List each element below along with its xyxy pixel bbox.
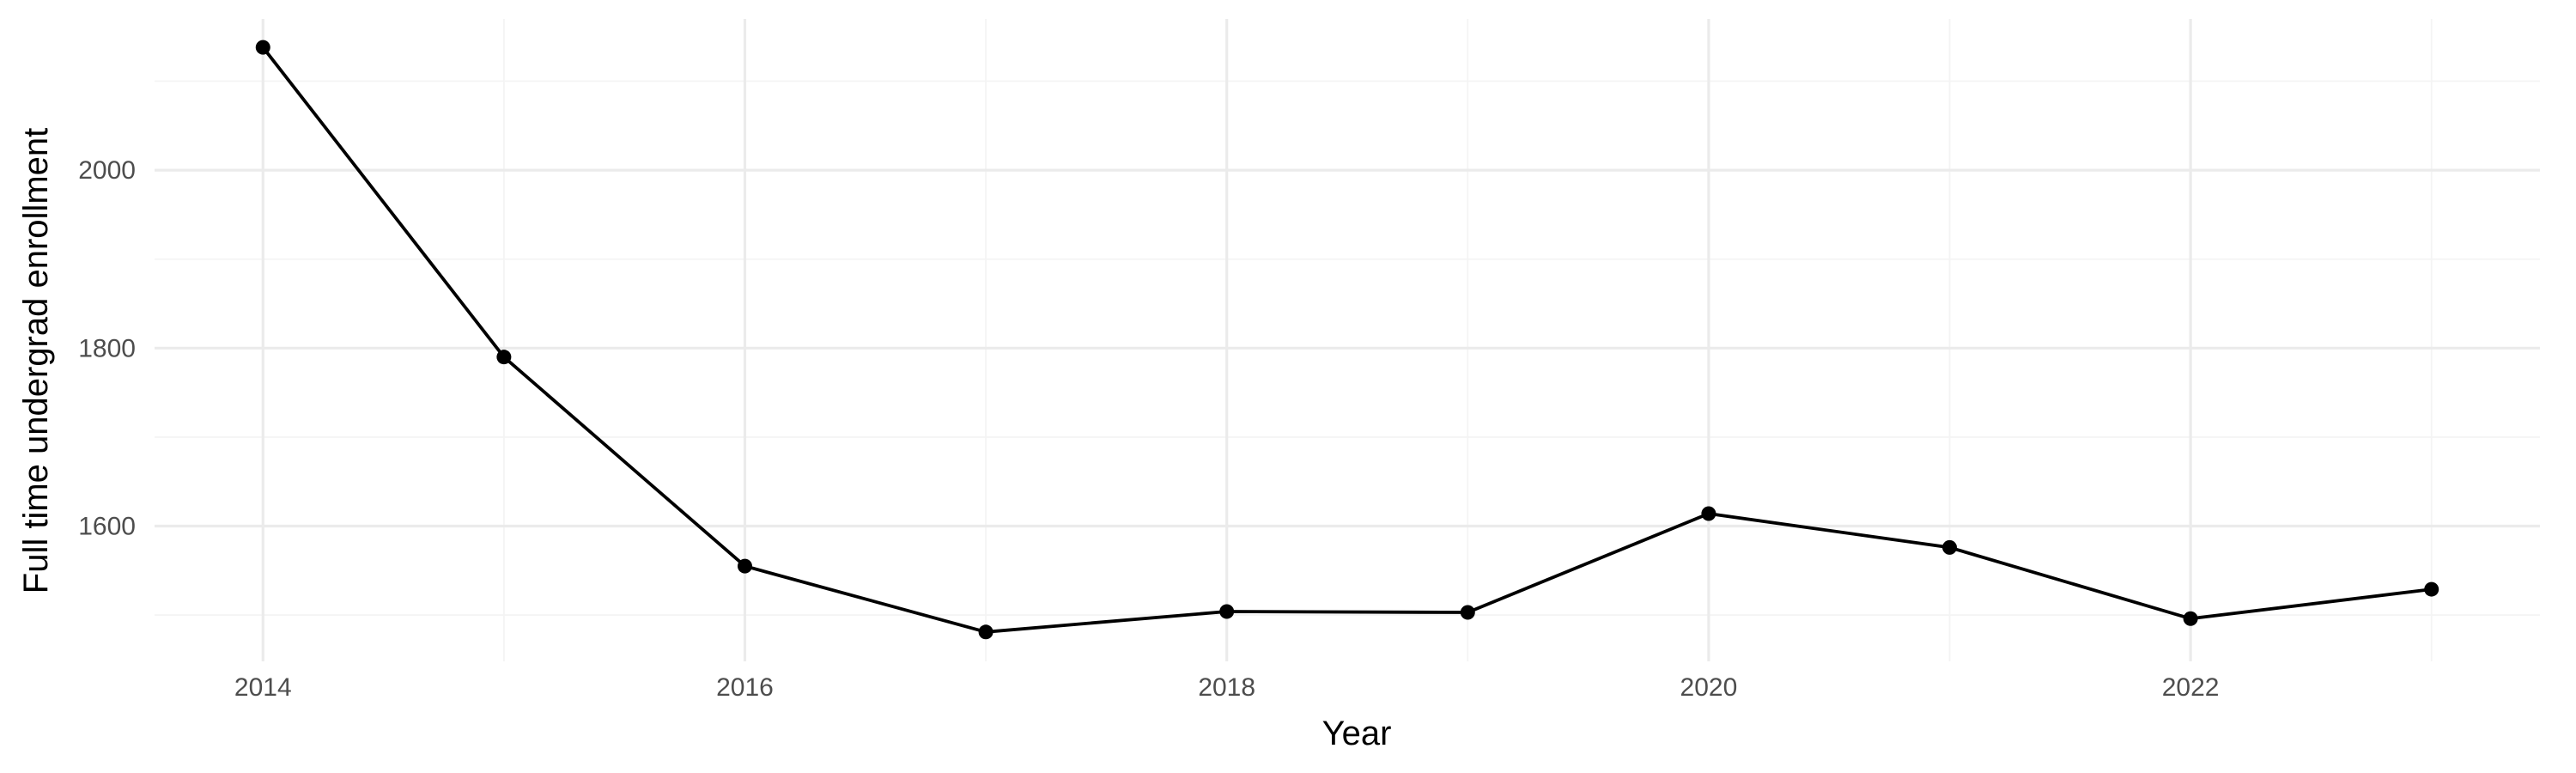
y-axis-title: Full time undergrad enrollment: [17, 128, 55, 593]
x-axis-ticks: 2014 2016 2018 2020 2022: [234, 673, 2220, 702]
data-point: [255, 40, 270, 55]
data-point: [978, 624, 993, 640]
y-axis-ticks: 1600 1800 2000: [78, 156, 136, 540]
data-point: [2183, 611, 2198, 626]
x-tick-label: 2016: [716, 673, 774, 702]
series-layer: [261, 46, 2432, 634]
y-tick-label: 1800: [78, 334, 136, 362]
data-point: [1942, 539, 1958, 555]
data-point: [1460, 605, 1475, 620]
data-point: [1219, 604, 1235, 619]
data-point: [737, 558, 752, 574]
series-line: [261, 46, 2432, 634]
data-point: [1701, 506, 1716, 521]
major-gridlines: [155, 19, 2540, 661]
y-tick-label: 2000: [78, 156, 136, 185]
minor-gridlines: [155, 19, 2540, 661]
data-point: [496, 350, 512, 365]
x-tick-label: 2014: [234, 673, 292, 702]
data-point: [2424, 581, 2439, 597]
x-tick-label: 2020: [1680, 673, 1738, 702]
x-tick-label: 2022: [2162, 673, 2220, 702]
data-points: [255, 40, 2439, 640]
x-axis-title: Year: [1322, 715, 1392, 752]
x-tick-label: 2018: [1198, 673, 1255, 702]
y-tick-label: 1600: [78, 513, 136, 541]
